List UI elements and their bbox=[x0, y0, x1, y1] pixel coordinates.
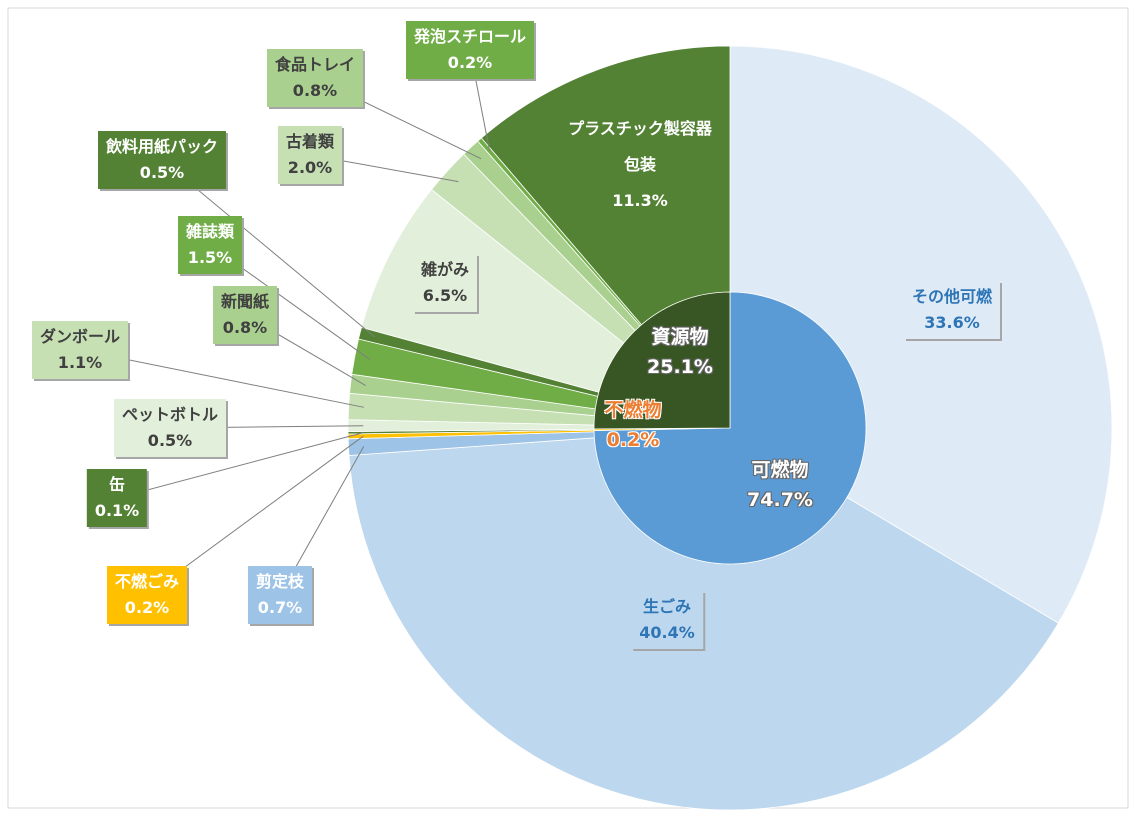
data-label: ペットボトル 0.5% bbox=[113, 399, 227, 457]
data-label: 新聞紙 0.8% bbox=[212, 286, 278, 344]
data-label: 古着類 2.0% bbox=[277, 126, 343, 184]
data-label: 生ごみ 40.4% bbox=[631, 591, 703, 649]
value-label: 11.3% bbox=[612, 191, 668, 210]
category-label: その他可燃 bbox=[911, 287, 993, 306]
category-label: 新聞紙 bbox=[220, 292, 270, 311]
inner-label: 不燃物 0.2% bbox=[604, 395, 661, 455]
value-label: 33.6% bbox=[924, 313, 980, 332]
value-label: 74.7% bbox=[747, 489, 813, 511]
value-label: 0.7% bbox=[257, 598, 303, 617]
data-label: その他可燃 33.6% bbox=[903, 281, 1001, 339]
value-label: 0.8% bbox=[292, 81, 338, 100]
value-label: 1.5% bbox=[187, 248, 233, 267]
outer-slice bbox=[348, 427, 1059, 811]
value-label: 25.1% bbox=[647, 356, 713, 378]
category-label: ペットボトル bbox=[121, 405, 219, 424]
category-label: 剪定枝 bbox=[255, 572, 305, 591]
value-label: 0.2% bbox=[124, 598, 170, 617]
category-label: 飲料用紙パック bbox=[105, 137, 219, 156]
value-label: 6.5% bbox=[422, 286, 468, 305]
data-label: 剪定枝 0.7% bbox=[247, 566, 313, 624]
category-label: 缶 bbox=[108, 475, 125, 494]
category-label: 雑誌類 bbox=[185, 222, 235, 241]
category-label: ダンボール bbox=[39, 327, 121, 346]
data-label: 缶 0.1% bbox=[86, 469, 148, 527]
inner-label: 資源物 25.1% bbox=[647, 322, 713, 382]
value-label: 0.2% bbox=[447, 53, 493, 72]
category-label: 生ごみ bbox=[642, 597, 692, 616]
data-label: ダンボール 1.1% bbox=[31, 321, 129, 379]
inner-label: 可燃物 74.7% bbox=[747, 455, 813, 515]
value-label: 0.5% bbox=[147, 431, 193, 450]
leader-line bbox=[116, 432, 364, 499]
category-label: 雑がみ bbox=[420, 260, 470, 279]
category-label: 不燃ごみ bbox=[114, 572, 180, 591]
inner-slice bbox=[593, 291, 731, 430]
category-label: 可燃物 bbox=[751, 459, 809, 481]
data-label: 雑がみ 6.5% bbox=[412, 254, 478, 312]
data-label: 食品トレイ 0.8% bbox=[266, 49, 364, 107]
leader-line bbox=[161, 159, 376, 338]
category-label: 古着類 bbox=[285, 132, 335, 151]
data-label: 飲料用紙パック 0.5% bbox=[97, 131, 227, 189]
value-label: 2.0% bbox=[287, 158, 333, 177]
data-label: 雑誌類 1.5% bbox=[177, 216, 243, 274]
frame bbox=[7, 7, 1129, 809]
category-label: 不燃物 bbox=[604, 399, 662, 421]
data-label: 発泡スチロール 0.2% bbox=[405, 21, 535, 79]
data-label: プラスチック製容器包装 11.3% bbox=[557, 108, 723, 222]
value-label: 1.1% bbox=[57, 353, 103, 372]
value-label: 0.2% bbox=[606, 429, 660, 451]
category-label: プラスチック製容器包装 bbox=[568, 119, 712, 174]
category-label: 食品トレイ bbox=[274, 55, 356, 74]
category-label: 資源物 bbox=[651, 326, 709, 348]
data-label: 不燃ごみ 0.2% bbox=[106, 566, 188, 624]
value-label: 0.1% bbox=[94, 501, 140, 520]
category-label: 発泡スチロール bbox=[413, 27, 527, 46]
value-label: 40.4% bbox=[639, 623, 695, 642]
value-label: 0.8% bbox=[222, 318, 268, 337]
value-label: 0.5% bbox=[139, 163, 185, 182]
